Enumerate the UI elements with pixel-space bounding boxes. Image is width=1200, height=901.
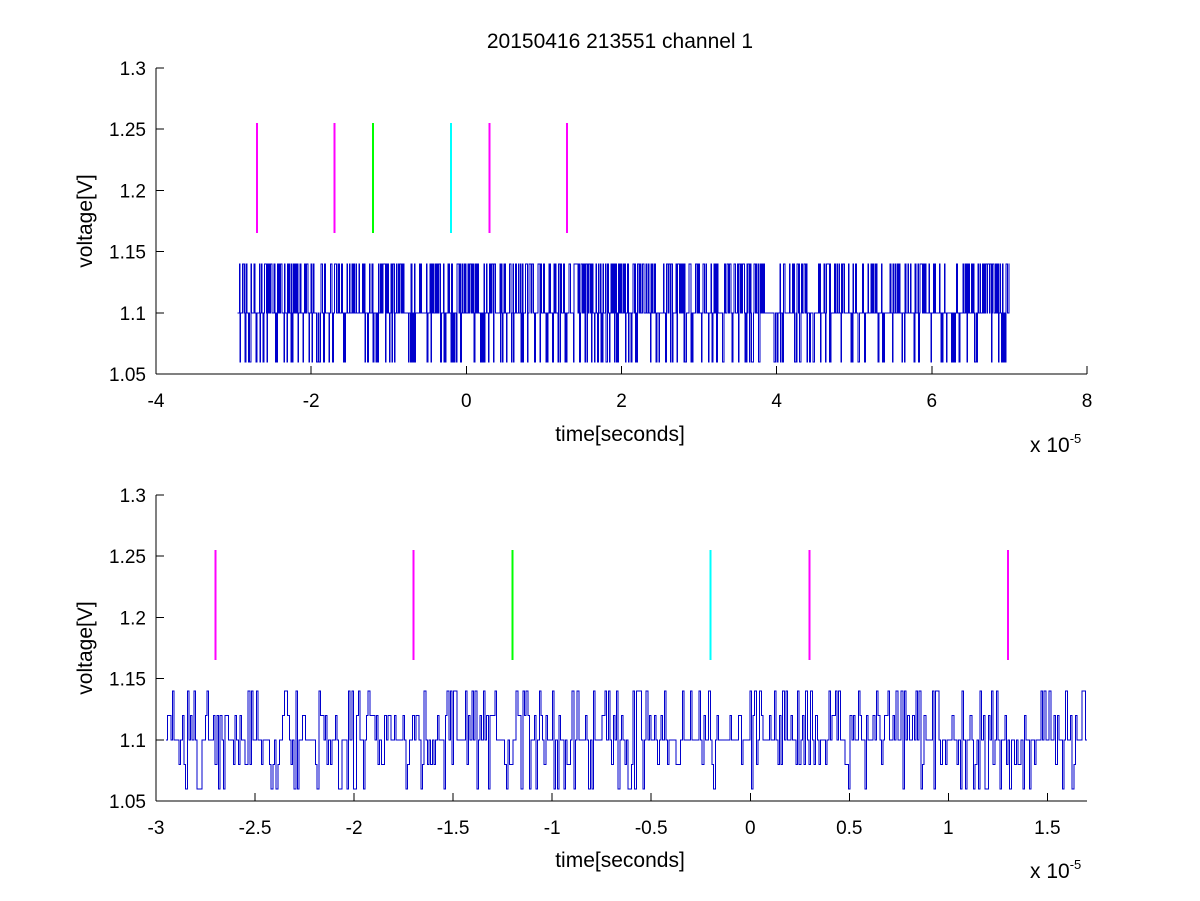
top-y-tick-label: 1.3 — [120, 59, 146, 80]
bottom-x-exponent: x 10-5 — [1030, 857, 1081, 883]
bottom-signal-line — [165, 690, 1087, 790]
top-y-tick-label: 1.05 — [109, 365, 146, 386]
top-x-exponent: x 10-5 — [1030, 431, 1081, 457]
bottom-y-tick-label: 1.3 — [120, 486, 146, 507]
bottom-x-axis-label: time[seconds] — [555, 849, 685, 872]
bottom-y-axis-label: voltage[V] — [74, 601, 97, 694]
bottom-x-tick-label: 1 — [943, 818, 954, 839]
bottom-x-tick-label: -0.5 — [635, 818, 668, 839]
bottom-subplot: 1.05 1.1 1.15 1.2 1.25 1.3 -3 -2.5 -2 -1.5 -1 -0.5 0… — [74, 486, 1087, 883]
bottom-x-tick-label: -3 — [148, 818, 165, 839]
top-y-axis-label: voltage[V] — [74, 174, 97, 267]
bottom-y-tick-label: 1.2 — [120, 608, 146, 629]
bottom-ticks: 1.05 1.1 1.15 1.2 1.25 1.3 -3 -2.5 -2 -1.5 -1 -0.5 0… — [109, 486, 1061, 839]
bottom-x-tick-label: -1 — [544, 818, 561, 839]
bottom-y-tick-label: 1.25 — [109, 547, 146, 568]
top-x-tick-label: 8 — [1082, 391, 1093, 412]
figure-title: 20150416 213551 channel 1 — [487, 30, 753, 53]
top-signal — [237, 263, 1010, 363]
bottom-signal — [165, 690, 1087, 790]
bottom-y-tick-label: 1.1 — [120, 731, 146, 752]
top-x-tick-label: 2 — [616, 391, 627, 412]
top-x-axis-label: time[seconds] — [555, 423, 685, 446]
bottom-markers — [214, 550, 1009, 661]
top-subplot: 1.05 1.1 1.15 1.2 1.25 1.3 -4 -2 0 2 4 6 8 time[seco… — [74, 59, 1092, 457]
bottom-x-tick-label: -2 — [346, 818, 363, 839]
bottom-y-tick-label: 1.15 — [109, 670, 146, 691]
top-markers — [255, 123, 569, 234]
top-x-tick-label: 0 — [461, 391, 472, 412]
bottom-axes-frame — [155, 495, 1087, 802]
top-signal-line — [237, 263, 1010, 363]
bottom-x-tick-label: 1.5 — [1034, 818, 1060, 839]
top-y-tick-label: 1.15 — [109, 243, 146, 264]
bottom-x-tick-label: -1.5 — [437, 818, 470, 839]
bottom-x-tick-label: 0 — [745, 818, 756, 839]
bottom-x-tick-label: -2.5 — [239, 818, 272, 839]
top-y-tick-label: 1.1 — [120, 304, 146, 325]
top-y-tick-label: 1.25 — [109, 120, 146, 141]
top-x-tick-label: 4 — [771, 391, 782, 412]
top-x-tick-label: 6 — [927, 391, 938, 412]
top-y-tick-label: 1.2 — [120, 181, 146, 202]
top-x-tick-label: -4 — [148, 391, 165, 412]
bottom-y-tick-label: 1.05 — [109, 792, 146, 813]
top-ticks: 1.05 1.1 1.15 1.2 1.25 1.3 -4 -2 0 2 4 6 8 — [109, 59, 1092, 412]
top-x-tick-label: -2 — [303, 391, 320, 412]
bottom-x-tick-label: 0.5 — [836, 818, 862, 839]
